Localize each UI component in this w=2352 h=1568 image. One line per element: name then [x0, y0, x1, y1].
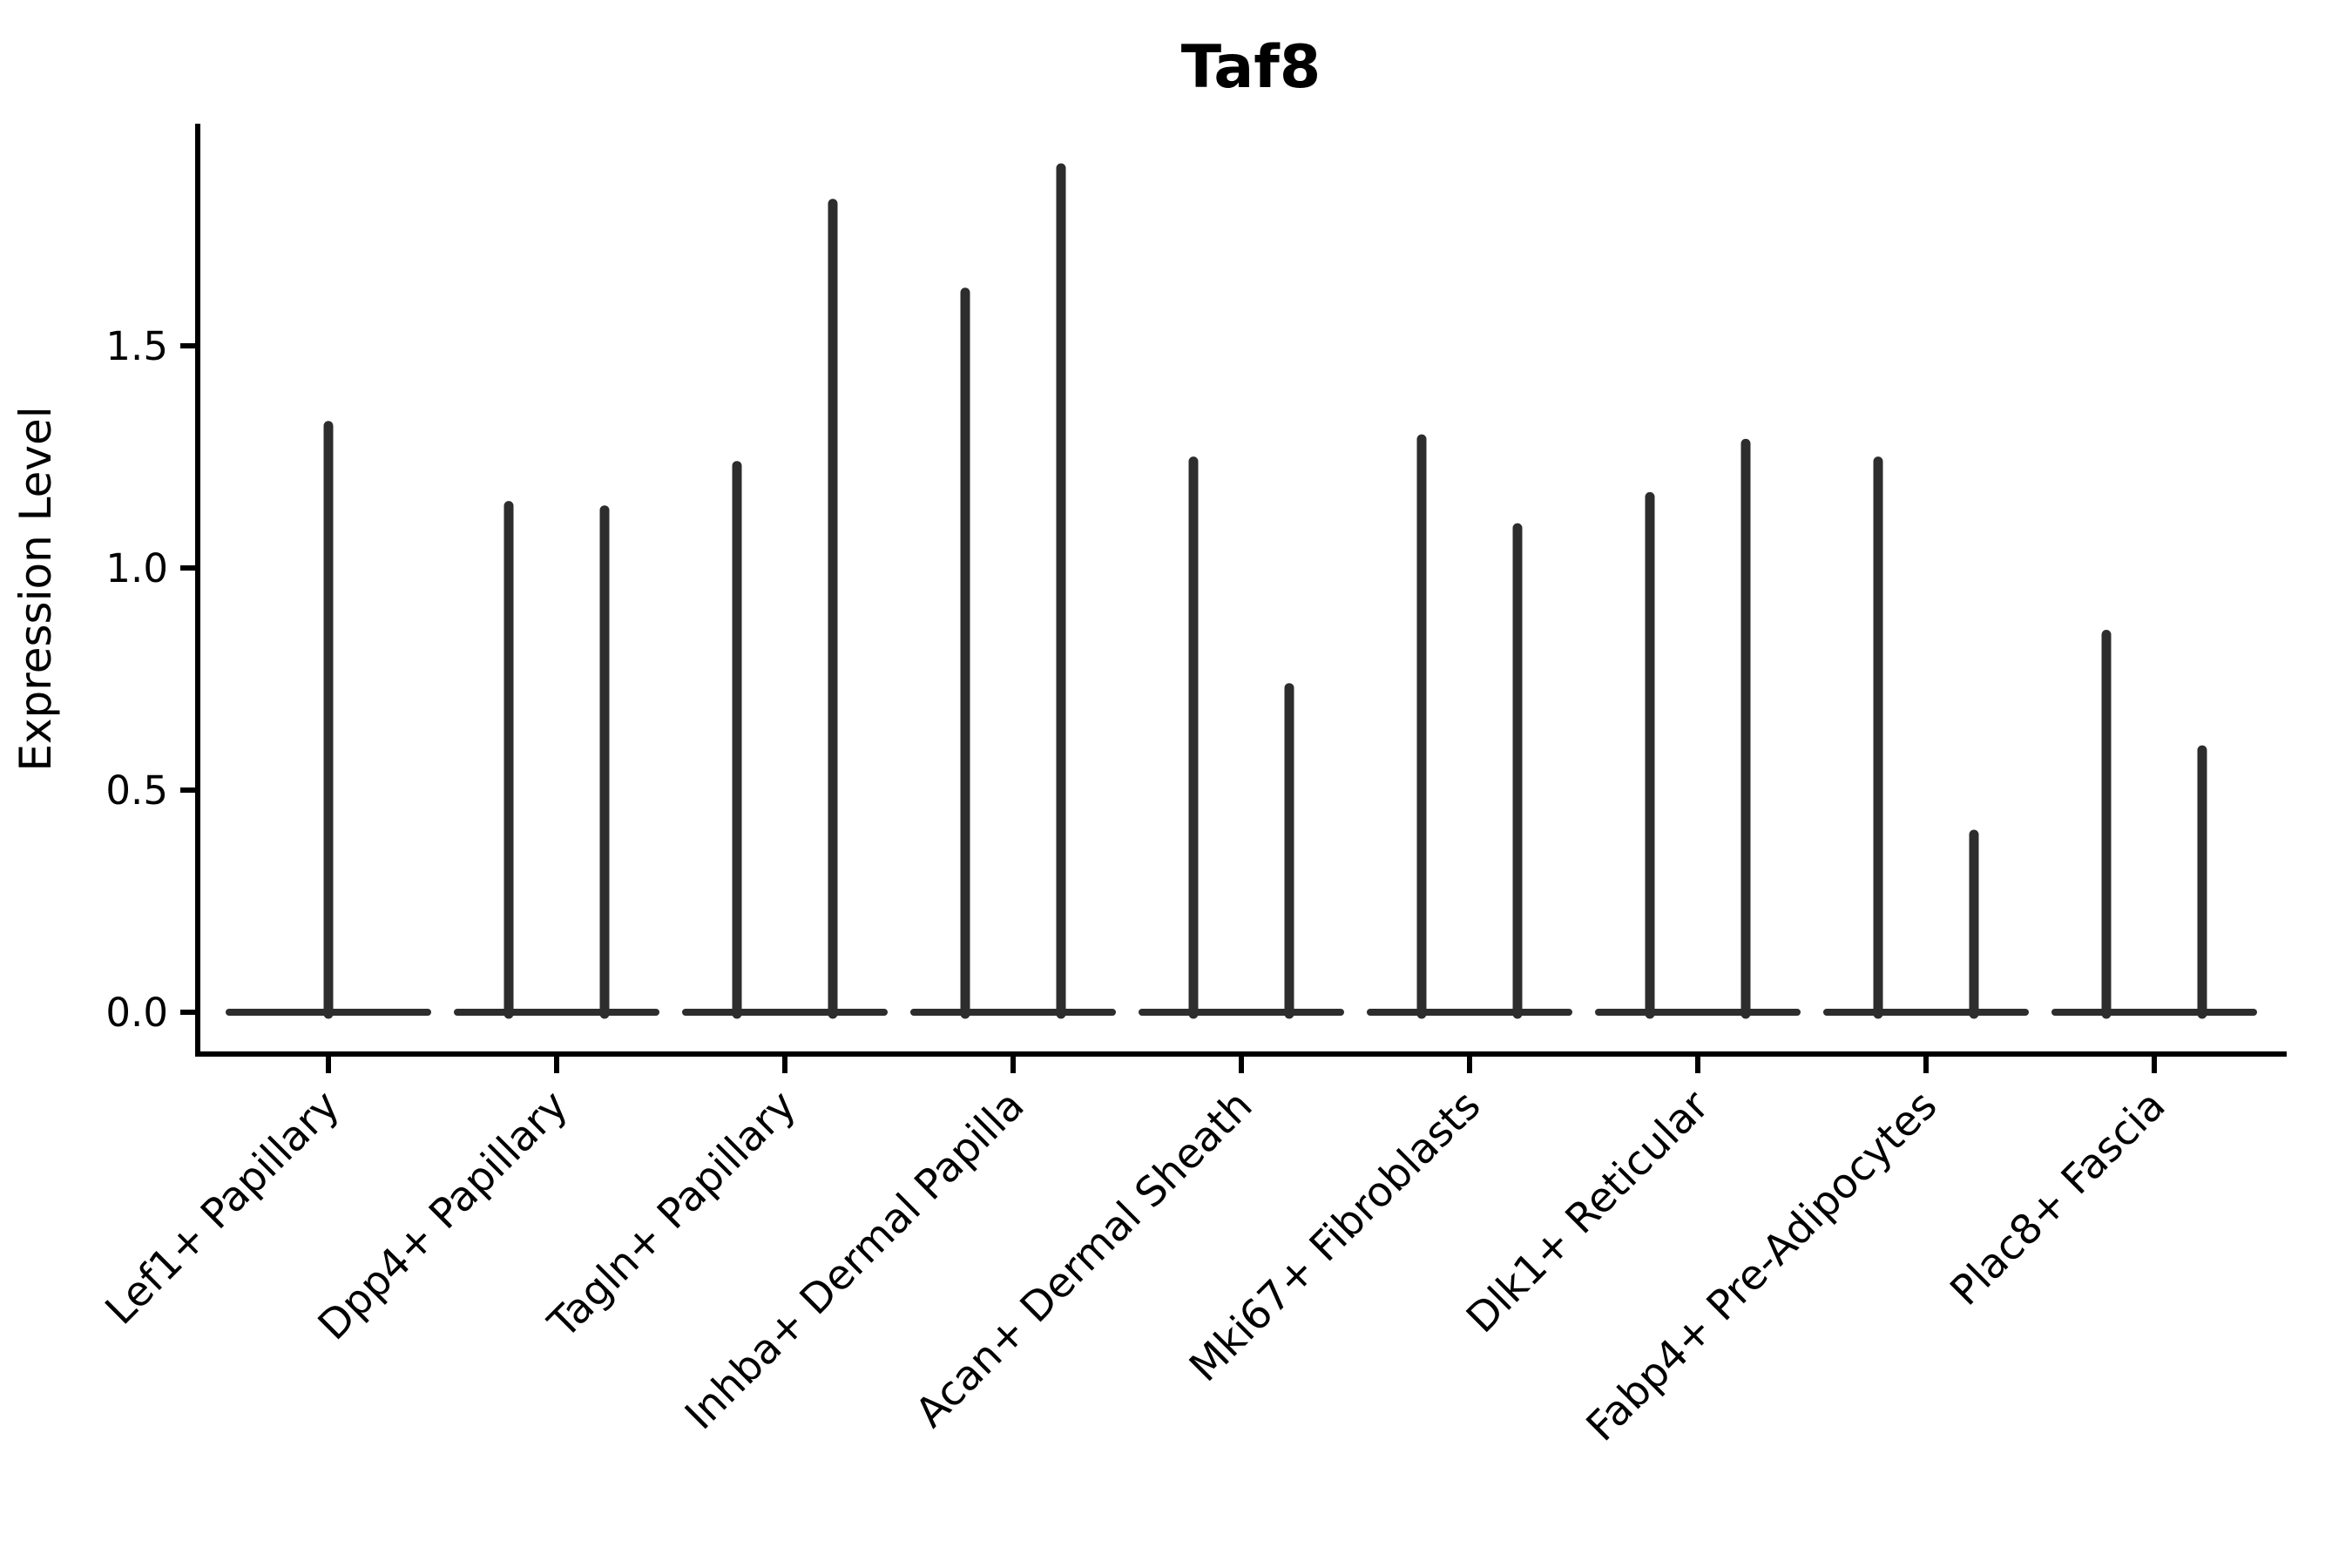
- x-tick-label: Tagln+ Papillary: [539, 1082, 806, 1348]
- violin-group: [682, 199, 888, 1019]
- x-tick-label: Plac8+ Fascia: [1942, 1082, 2175, 1315]
- x-tick-label: Dlk1+ Reticular: [1457, 1081, 1719, 1342]
- violin-group: [1823, 456, 2029, 1019]
- violin-group: [454, 501, 659, 1019]
- violin-group: [1139, 456, 1344, 1019]
- chart-title: Taf8: [1181, 33, 1321, 102]
- x-tick-label: Lef1+ Papillary: [97, 1082, 349, 1335]
- violins: [226, 163, 2257, 1019]
- y-tick-label: 1.5: [105, 323, 168, 369]
- y-axis-ticks: 0.0 0.5 1.0 1.5: [105, 323, 198, 1036]
- violin-group: [2051, 630, 2257, 1019]
- violin-group: [1595, 438, 1801, 1019]
- y-tick-label: 1.0: [105, 545, 168, 591]
- violin-group: [226, 421, 431, 1019]
- y-tick-label: 0.0: [105, 990, 168, 1036]
- x-tick-label: Dpp4+ Papillary: [309, 1082, 578, 1350]
- violin-group: [910, 163, 1116, 1019]
- violin-group: [1367, 434, 1572, 1019]
- y-tick-label: 0.5: [105, 767, 168, 814]
- y-axis-label: Expression Level: [10, 406, 61, 771]
